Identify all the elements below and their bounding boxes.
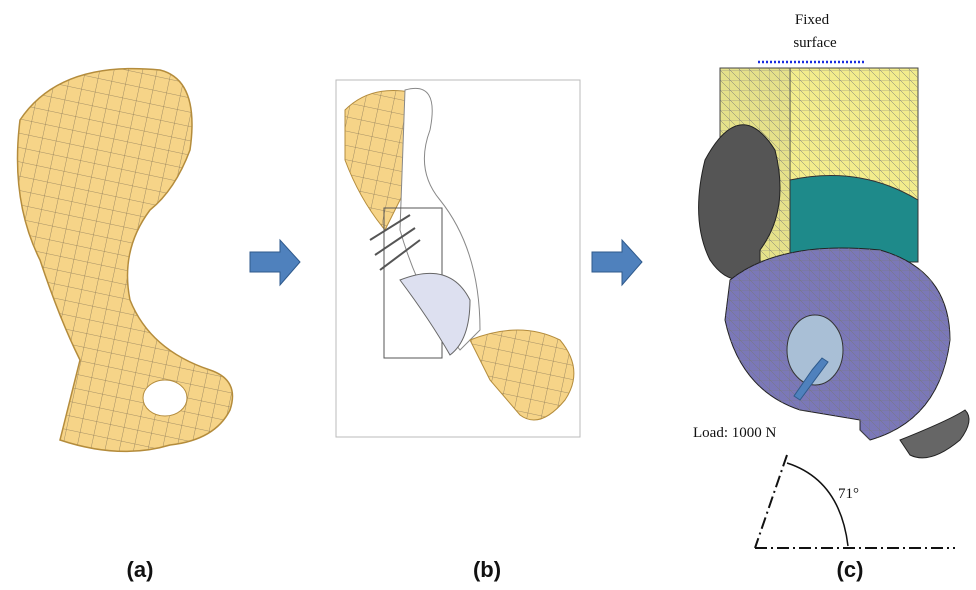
arrow [250,240,300,285]
annotation: Fixed [795,12,830,28]
panel-b [336,80,580,437]
page: Fixed surface Load: 1000 N 71° (a) (b) (… [0,0,976,590]
annotation: 71° [838,486,859,502]
foramen [143,380,187,416]
angle-arc [787,463,848,546]
annotation: surface [793,35,837,51]
panel-c: Fixed surface Load: 1000 N 71° [693,12,969,548]
panel-label: (c) [837,557,864,582]
panel-label: (b) [473,557,501,582]
annotation: Load: 1000 N [693,425,776,441]
arrow [592,240,642,285]
figure: Fixed surface Load: 1000 N 71° (a) (b) (… [0,0,976,590]
pelvis-mesh [18,69,233,452]
panel-a [18,69,233,452]
load-line [755,455,787,548]
panel-label: (a) [127,557,154,582]
